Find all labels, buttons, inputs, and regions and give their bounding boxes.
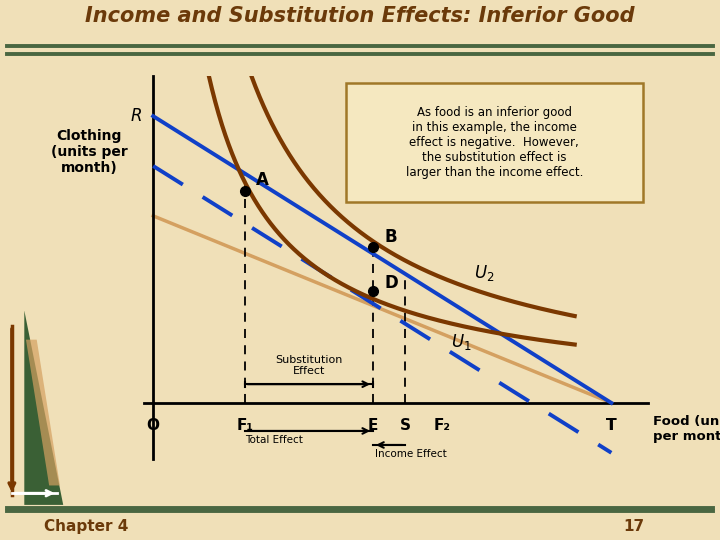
- Text: O: O: [147, 418, 160, 434]
- Text: Chapter 4: Chapter 4: [44, 519, 129, 534]
- Text: B: B: [384, 228, 397, 246]
- Text: Income and Substitution Effects: Inferior Good: Income and Substitution Effects: Inferio…: [85, 6, 635, 26]
- Text: Total Effect: Total Effect: [245, 435, 302, 444]
- FancyBboxPatch shape: [346, 83, 643, 202]
- Text: S: S: [400, 418, 410, 434]
- Text: F₁: F₁: [236, 418, 253, 434]
- Text: $U_2$: $U_2$: [474, 263, 495, 283]
- Polygon shape: [26, 340, 60, 485]
- Text: E: E: [368, 418, 378, 434]
- Text: F₂: F₂: [433, 418, 450, 434]
- Text: T: T: [606, 418, 616, 434]
- Text: T: T: [606, 418, 616, 434]
- Text: $R$: $R$: [130, 107, 142, 125]
- Text: Income Effect: Income Effect: [375, 449, 447, 458]
- Text: Food (units
per month): Food (units per month): [652, 415, 720, 443]
- Text: Clothing
(units per
month): Clothing (units per month): [50, 129, 127, 175]
- Text: D: D: [384, 274, 398, 292]
- Text: $U_1$: $U_1$: [451, 332, 472, 352]
- Polygon shape: [24, 310, 63, 505]
- Text: A: A: [256, 171, 269, 188]
- Text: Substitution
Effect: Substitution Effect: [275, 355, 343, 376]
- Text: 17: 17: [623, 519, 644, 534]
- Text: As food is an inferior good
in this example, the income
effect is negative.  How: As food is an inferior good in this exam…: [405, 106, 583, 179]
